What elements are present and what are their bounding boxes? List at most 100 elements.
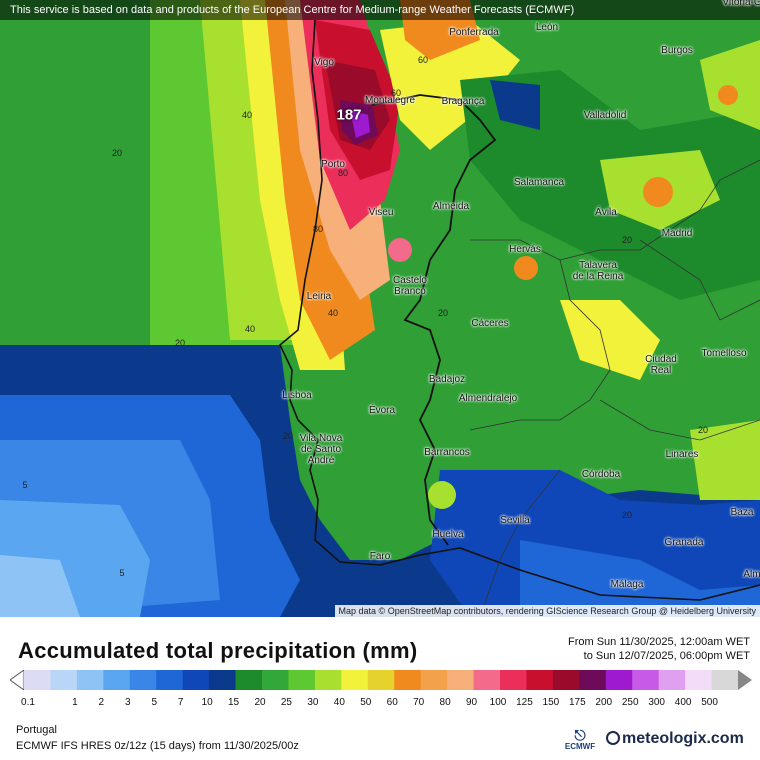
city-label: Montalegre	[364, 95, 416, 106]
legend-swatch	[658, 670, 686, 690]
legend-tick: 500	[701, 697, 718, 708]
city-label: Málaga	[610, 579, 644, 590]
ecmwf-logo-text: ECMWF	[564, 742, 596, 751]
contour-label: 20	[282, 431, 294, 441]
ecmwf-logo-icon: ⎋	[574, 727, 586, 743]
legend-swatch	[605, 670, 633, 690]
city-label: Real	[650, 365, 672, 376]
city-label: Badajoz	[428, 374, 466, 385]
legend-swatch	[500, 670, 527, 690]
legend-swatch	[394, 670, 422, 690]
legend-tick: 125	[516, 697, 533, 708]
city-label: Almeida	[432, 201, 470, 212]
legend-tick: 7	[177, 697, 184, 708]
legend-swatch	[235, 670, 263, 690]
legend-swatch	[367, 670, 395, 690]
model-info: ECMWF IFS HRES 0z/12z (15 days) from 11/…	[16, 740, 299, 752]
city-label: Baza	[730, 507, 754, 518]
contour-label: 20	[437, 308, 449, 318]
ecmwf-logo: ⎋ ECMWF	[560, 728, 600, 751]
range-to: to Sun 12/07/2025, 06:00pm WET	[583, 650, 750, 662]
legend-arrow-high	[738, 670, 752, 690]
city-label: Ponferrada	[449, 27, 499, 38]
contour-label: 20	[697, 425, 709, 435]
city-label: Huelva	[432, 529, 464, 540]
city-label: Ávila	[595, 207, 617, 218]
legend-tick: 400	[674, 697, 692, 708]
legend-swatch	[632, 670, 660, 690]
city-label: Branco	[394, 286, 426, 297]
legend-tick: 40	[333, 697, 345, 708]
legend-swatch	[473, 670, 501, 690]
city-label: Madrid	[661, 228, 693, 239]
city-label: Granada	[664, 537, 704, 548]
legend-swatch	[209, 670, 237, 690]
city-label: Faro	[369, 551, 391, 562]
legend-swatch	[156, 670, 184, 690]
city-label: Lisboa	[282, 390, 312, 401]
legend-swatch	[24, 670, 51, 690]
city-label: Cáceres	[471, 318, 509, 329]
city-label: Hervás	[509, 244, 541, 255]
contour-label: 80	[337, 168, 349, 178]
contour-label: 40	[241, 110, 253, 120]
city-label: Viseu	[368, 207, 394, 218]
legend-swatch	[182, 670, 210, 690]
legend-tick: 30	[307, 697, 319, 708]
legend-swatch	[711, 670, 739, 690]
city-label: Ciudad	[645, 354, 677, 365]
legend-tick: 20	[254, 697, 266, 708]
legend-tick: 2	[98, 697, 105, 708]
legend-tick: 90	[465, 697, 478, 708]
disclaimer: This service is based on data and produc…	[0, 0, 760, 20]
city-label: Córdoba	[581, 469, 621, 480]
city-label: de Santo	[300, 444, 342, 455]
city-label: Talavera	[579, 260, 617, 271]
legend-tick: 80	[439, 697, 451, 708]
city-label: Almendralejo	[458, 393, 518, 404]
contour-label: 5	[119, 568, 125, 578]
legend-swatch	[288, 670, 316, 690]
contour-label: 20	[621, 510, 633, 520]
legend-swatch	[552, 670, 580, 690]
legend-tick: 100	[489, 697, 507, 708]
contour-label: 20	[174, 338, 186, 348]
city-label: Leiria	[306, 291, 332, 302]
legend-arrow-low	[10, 670, 25, 690]
city-label: León	[535, 22, 559, 33]
legend-swatch	[420, 670, 448, 690]
city-label: Porto	[321, 159, 345, 170]
city-label: André	[307, 455, 335, 466]
color-legend	[10, 670, 752, 690]
city-label: Bragança	[441, 96, 485, 107]
city-label: Castelo	[393, 275, 427, 286]
region-label: Portugal	[16, 724, 57, 736]
map-attribution[interactable]: Map data © OpenStreetMap contributors, r…	[334, 605, 760, 617]
precipitation-map: 187 This service is based on data and pr…	[0, 0, 760, 617]
legend-swatch	[447, 670, 475, 690]
max-value-label: 187	[336, 106, 362, 124]
legend-tick: 25	[280, 697, 292, 708]
legend-tick: 60	[386, 697, 398, 708]
time-range: From Sun 11/30/2025, 12:00am WET to Sun …	[568, 635, 750, 663]
legend-swatch	[685, 670, 713, 690]
legend-tick: 175	[568, 697, 586, 708]
legend-tick: 3	[124, 697, 131, 708]
contour-label: 40	[327, 308, 339, 318]
legend-tick: 50	[360, 697, 372, 708]
city-label: Sevilla	[500, 515, 530, 526]
map-title: Accumulated total precipitation (mm)	[18, 638, 418, 663]
city-label: Barrancos	[424, 447, 470, 458]
meteologix-brand[interactable]: meteologix.com	[606, 730, 744, 748]
city-label: de la Reina	[572, 271, 624, 282]
contour-label: 60	[417, 55, 429, 65]
city-label: Vigo	[314, 57, 334, 68]
legend-swatch	[76, 670, 104, 690]
contour-label: 40	[244, 324, 256, 334]
legend-tick: 300	[648, 697, 665, 708]
city-label: Salamanca	[513, 177, 565, 188]
contour-label: 20	[111, 148, 123, 158]
legend-swatch	[341, 670, 369, 690]
legend-swatch	[262, 670, 289, 690]
legend-swatch	[103, 670, 131, 690]
